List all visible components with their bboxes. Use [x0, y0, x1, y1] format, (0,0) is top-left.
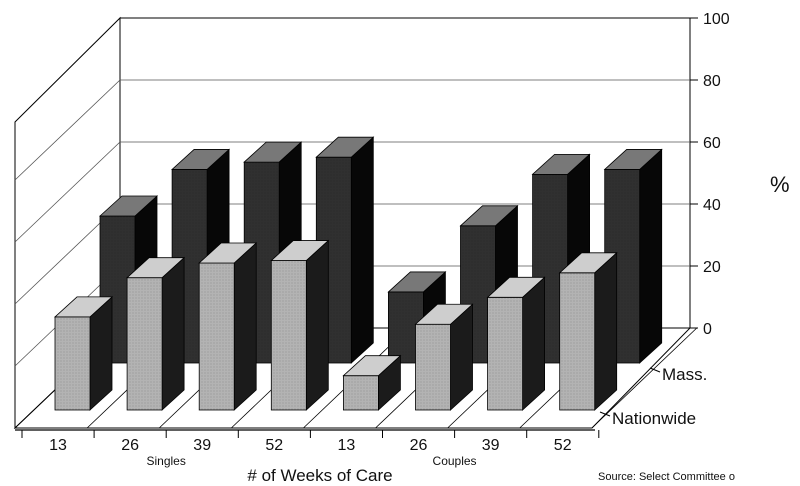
- bar-top: [414, 303, 474, 325]
- x-tick-label: 13: [49, 437, 67, 454]
- y-tick-label: 0: [703, 321, 712, 338]
- bar: [270, 239, 330, 411]
- bar-top: [126, 257, 186, 279]
- floor-divider: [591, 327, 698, 429]
- bar-side: [639, 148, 663, 364]
- group-labels: Singles Couples: [146, 454, 476, 468]
- series-label: Mass.: [662, 365, 707, 384]
- bar-side: [594, 251, 618, 411]
- y-tick-label: 80: [703, 73, 721, 90]
- bars: [53, 136, 663, 411]
- bar-top: [171, 149, 231, 170]
- x-tick-label: 26: [410, 437, 428, 454]
- x-axis-ticks: 13 26 39 52 13 26 39 52: [15, 429, 600, 454]
- bar-top: [603, 149, 663, 170]
- bar: [486, 276, 546, 411]
- bar-top: [531, 153, 591, 175]
- x-tick-label: 52: [554, 437, 572, 454]
- y-tick-label: 60: [703, 135, 721, 152]
- source-note: Source: Select Committee o: [598, 471, 735, 483]
- bar-side: [350, 136, 374, 364]
- x-tick-label: 39: [482, 437, 500, 454]
- bar-texture: [487, 297, 523, 410]
- series-tick: [599, 411, 611, 417]
- bar-top: [315, 136, 375, 158]
- bar-texture: [199, 263, 235, 410]
- x-axis-title: # of Weeks of Care: [247, 466, 392, 485]
- bar-texture: [55, 316, 90, 410]
- y-axis-ticks: 0 20 40 60 80 100: [690, 11, 730, 338]
- series-labels: Nationwide Mass.: [599, 365, 707, 428]
- bar-top: [459, 205, 519, 227]
- bar-texture: [127, 277, 163, 410]
- bar-top: [270, 240, 330, 261]
- bar-top: [243, 141, 303, 163]
- y-tick-label: 100: [703, 11, 730, 28]
- bar-top: [342, 355, 402, 377]
- bar-side: [305, 239, 329, 411]
- series-label: Nationwide: [612, 409, 696, 428]
- bar-side: [233, 242, 257, 411]
- bar: [558, 251, 618, 411]
- bar: [342, 354, 402, 411]
- bar-texture: [415, 324, 451, 410]
- series-tick: [649, 367, 661, 373]
- bar-texture: [343, 375, 379, 410]
- group-label: Singles: [146, 454, 185, 468]
- bar: [53, 295, 114, 411]
- y-tick-label: 40: [703, 197, 721, 214]
- x-tick-label: 39: [193, 437, 211, 454]
- bar: [198, 242, 258, 411]
- bar-side: [161, 256, 185, 411]
- x-tick-label: 52: [265, 437, 283, 454]
- bar-top: [558, 252, 618, 274]
- bar-texture: [271, 260, 307, 410]
- bar-texture: [559, 272, 595, 410]
- bar-top: [98, 195, 159, 217]
- bar-top: [53, 296, 114, 318]
- gridline: [14, 141, 121, 243]
- bar-top: [486, 276, 546, 298]
- bar-side: [522, 276, 545, 411]
- bar-top: [387, 271, 447, 293]
- gridline: [14, 79, 121, 181]
- y-tick-label: 20: [703, 259, 721, 276]
- y-axis-title: %: [770, 172, 790, 197]
- group-label: Couples: [433, 454, 477, 468]
- bar: [126, 256, 186, 411]
- bar-top: [198, 242, 258, 264]
- x-tick-label: 26: [121, 437, 139, 454]
- x-tick-label: 13: [338, 437, 356, 454]
- bar: [414, 303, 474, 411]
